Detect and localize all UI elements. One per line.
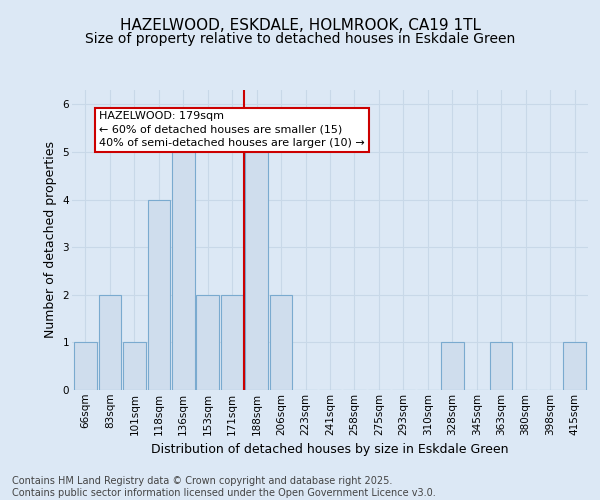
Bar [221,295,244,390]
Text: Size of property relative to detached houses in Eskdale Green: Size of property relative to detached ho… [85,32,515,46]
Text: HAZELWOOD: 179sqm
← 60% of detached houses are smaller (15)
40% of semi-detached: HAZELWOOD: 179sqm ← 60% of detached hous… [99,112,365,148]
Bar [270,295,292,390]
Bar [172,152,194,390]
Bar [490,342,512,390]
Text: Contains HM Land Registry data © Crown copyright and database right 2025.
Contai: Contains HM Land Registry data © Crown c… [12,476,436,498]
Bar [563,342,586,390]
Bar [441,342,464,390]
Y-axis label: Number of detached properties: Number of detached properties [44,142,57,338]
Bar [98,295,121,390]
Bar [196,295,219,390]
Bar [123,342,146,390]
Text: HAZELWOOD, ESKDALE, HOLMROOK, CA19 1TL: HAZELWOOD, ESKDALE, HOLMROOK, CA19 1TL [119,18,481,32]
Bar [245,152,268,390]
X-axis label: Distribution of detached houses by size in Eskdale Green: Distribution of detached houses by size … [151,443,509,456]
Bar [74,342,97,390]
Bar [148,200,170,390]
